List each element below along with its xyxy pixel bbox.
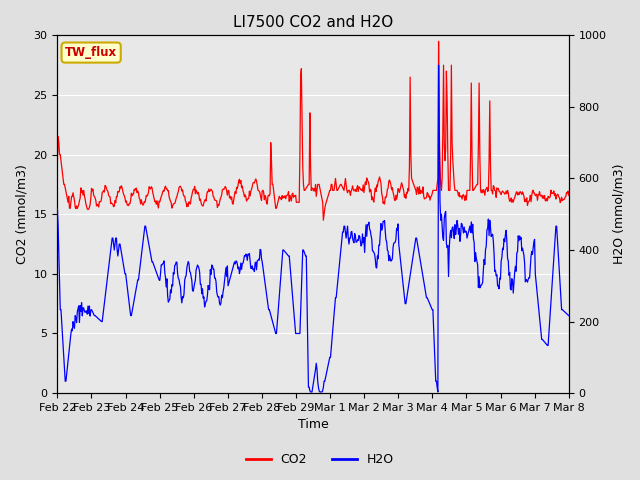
Text: TW_flux: TW_flux (65, 46, 117, 59)
Legend: CO2, H2O: CO2, H2O (241, 448, 399, 471)
Y-axis label: CO2 (mmol/m3): CO2 (mmol/m3) (15, 164, 28, 264)
Title: LI7500 CO2 and H2O: LI7500 CO2 and H2O (233, 15, 393, 30)
Y-axis label: H2O (mmol/m3): H2O (mmol/m3) (612, 164, 625, 264)
X-axis label: Time: Time (298, 419, 328, 432)
